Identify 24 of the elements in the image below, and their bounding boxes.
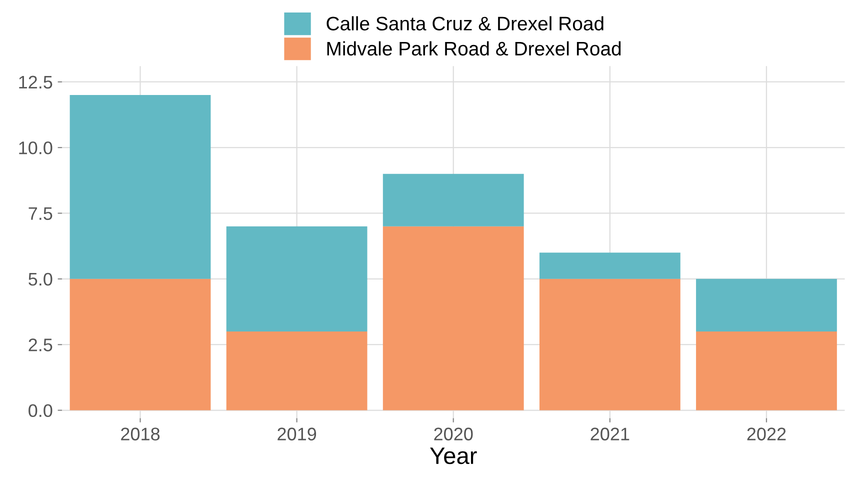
bar — [539, 252, 680, 279]
x-tick-label: 2021 — [590, 428, 630, 440]
bar — [696, 278, 837, 332]
bar — [382, 226, 524, 410]
bar — [382, 174, 524, 226]
x-tick-label: 2020 — [434, 428, 473, 440]
y-tick-label: 7.5 — [28, 207, 52, 220]
y-tick-label: 12.5 — [19, 76, 52, 89]
x-tick-label: 2022 — [747, 428, 786, 440]
y-tick-label: 10.0 — [19, 141, 52, 154]
legend-label: Midvale Park Road & Drexel Road — [327, 41, 621, 56]
bar — [226, 226, 368, 332]
x-tick-label: 2019 — [278, 428, 316, 440]
bar — [539, 278, 680, 410]
bar — [70, 95, 211, 279]
legend-label: Calle Santa Cruz & Drexel Road — [326, 16, 604, 30]
x-axis-title: Year — [430, 448, 477, 464]
y-tick-label: 0.0 — [28, 404, 52, 418]
bar — [70, 278, 211, 410]
y-tick-label: 5.0 — [28, 272, 52, 286]
bar — [226, 331, 368, 410]
y-tick-label: 2.5 — [28, 338, 52, 352]
bar — [696, 331, 837, 410]
x-tick-label: 2018 — [121, 428, 160, 440]
